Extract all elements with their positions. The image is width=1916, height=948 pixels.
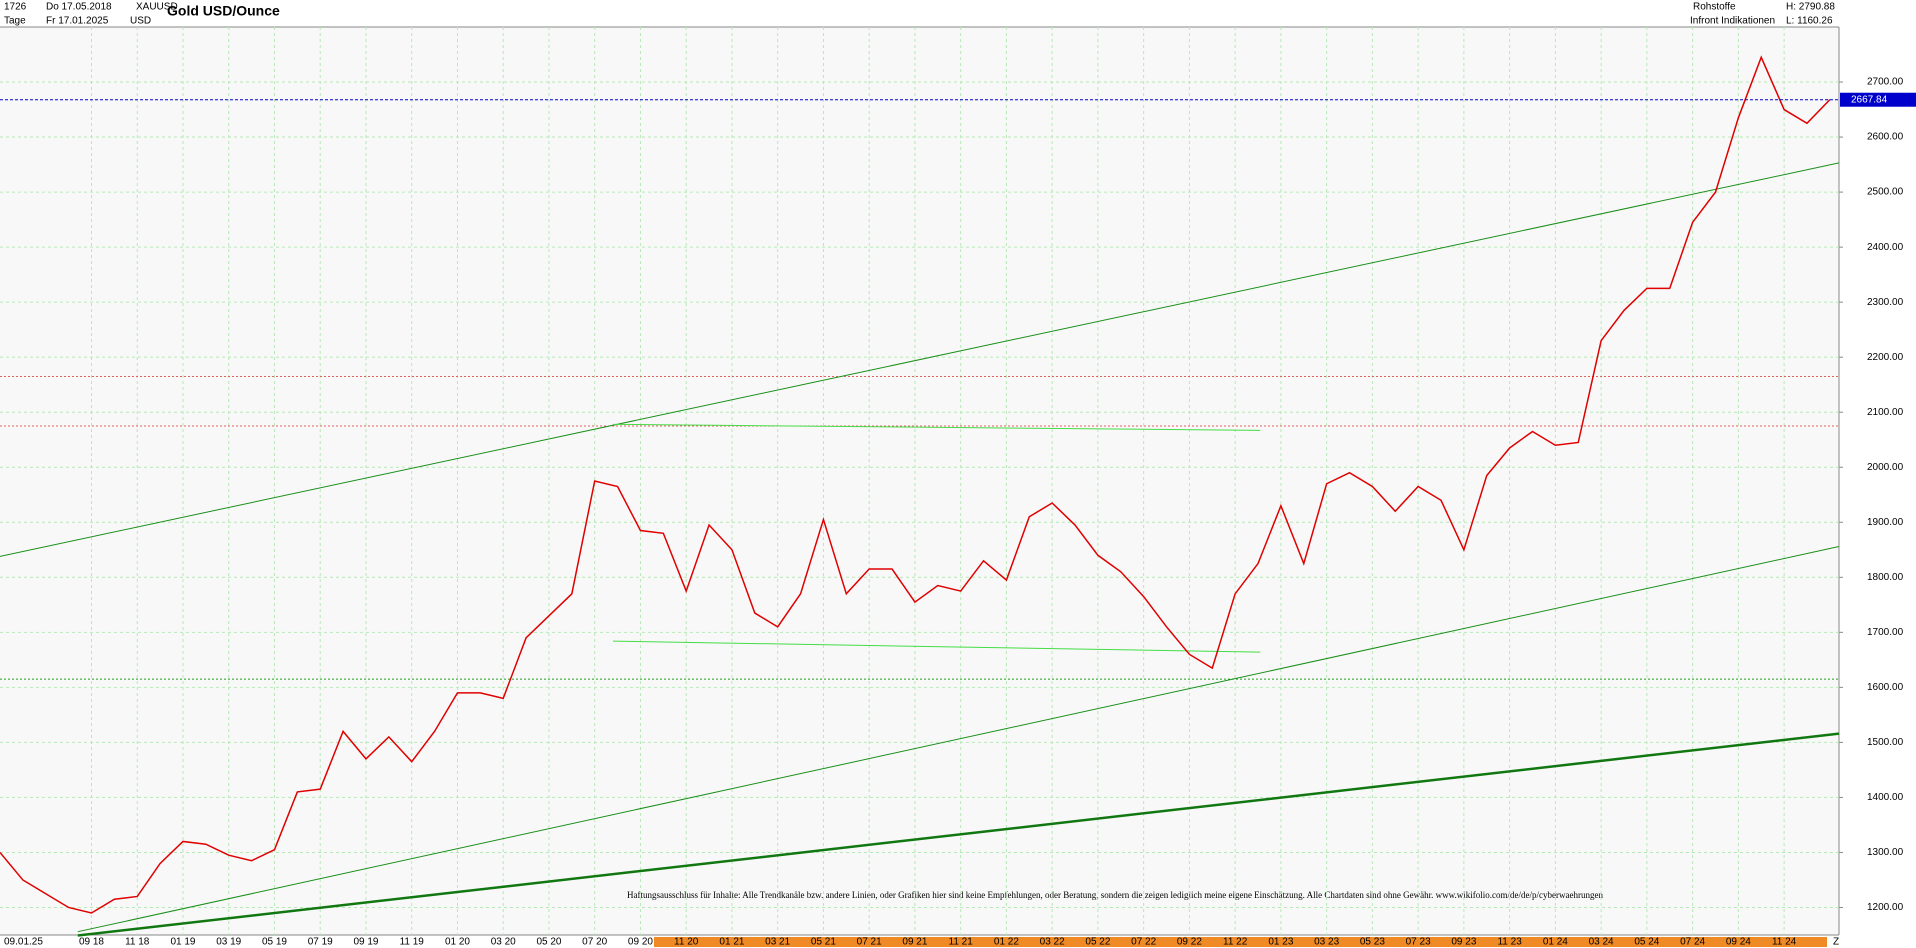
cursor-date: 09.01.25 bbox=[4, 937, 43, 948]
trend-line bbox=[0, 162, 1840, 557]
x-tick-label: 05 22 bbox=[1085, 937, 1110, 948]
y-tick-label: 1600.00 bbox=[1867, 682, 1904, 693]
x-tick-label: 09 24 bbox=[1726, 937, 1751, 948]
start-date: Do 17.05.2018 bbox=[46, 2, 112, 13]
y-tick-label: 1700.00 bbox=[1867, 627, 1904, 638]
y-tick-label: 1400.00 bbox=[1867, 792, 1904, 803]
end-date: Fr 17.01.2025 bbox=[46, 16, 109, 27]
y-tick-label: 2700.00 bbox=[1867, 77, 1904, 88]
x-tick-label: 01 20 bbox=[445, 937, 470, 948]
x-tick-label: 07 21 bbox=[857, 937, 882, 948]
y-tick-label: 1800.00 bbox=[1867, 572, 1904, 583]
low: L: 1160.26 bbox=[1786, 16, 1833, 27]
symbol: XAUUSD bbox=[136, 2, 178, 13]
trend-line bbox=[612, 423, 1261, 431]
y-tick-label: 1300.00 bbox=[1867, 847, 1904, 858]
y-tick-label: 2600.00 bbox=[1867, 132, 1904, 143]
x-tick-label: 05 20 bbox=[536, 937, 561, 948]
x-tick-label: 01 21 bbox=[719, 937, 744, 948]
x-tick-label: 11 18 bbox=[125, 937, 150, 948]
x-tick-label: 11 23 bbox=[1497, 937, 1522, 948]
last-price-label: 2667.84 bbox=[1851, 94, 1888, 105]
time-bar bbox=[654, 937, 1827, 947]
x-tick-label: 09 18 bbox=[79, 937, 104, 948]
x-tick-label: 09 20 bbox=[628, 937, 653, 948]
x-tick-label: 05 23 bbox=[1360, 937, 1385, 948]
plot-area bbox=[0, 27, 1839, 935]
x-tick-label: 05 21 bbox=[811, 937, 836, 948]
x-tick-label: 11 19 bbox=[400, 937, 425, 948]
x-tick-label: 03 22 bbox=[1040, 937, 1065, 948]
high: H: 2790.88 bbox=[1786, 2, 1835, 13]
disclaimer: Haftungsausschluss für Inhalte: Alle Tre… bbox=[627, 890, 1604, 900]
trend-line bbox=[77, 545, 1840, 933]
x-tick-label: 03 21 bbox=[765, 937, 790, 948]
y-tick-label: 2300.00 bbox=[1867, 297, 1904, 308]
y-tick-label: 2400.00 bbox=[1867, 242, 1904, 253]
x-tick-label: 01 22 bbox=[994, 937, 1019, 948]
last-price-box bbox=[1840, 92, 1916, 107]
x-tick-label: 11 22 bbox=[1223, 937, 1248, 948]
x-tick-label: 05 19 bbox=[262, 937, 287, 948]
x-tick-label: 09 19 bbox=[353, 937, 378, 948]
x-tick-label: 09 23 bbox=[1451, 937, 1476, 948]
group: Rohstoffe bbox=[1693, 2, 1736, 13]
y-tick-label: 2000.00 bbox=[1867, 462, 1904, 473]
price-line bbox=[0, 55, 1831, 914]
x-tick-label: 01 24 bbox=[1543, 937, 1568, 948]
source: Infront Indikationen bbox=[1690, 16, 1775, 27]
x-tick-label: 01 19 bbox=[170, 937, 195, 948]
x-tick-label: 09 22 bbox=[1177, 937, 1202, 948]
x-tick-label: 03 23 bbox=[1314, 937, 1339, 948]
trend-line bbox=[612, 640, 1261, 653]
x-tick-label: 07 24 bbox=[1680, 937, 1705, 948]
x-tick-label: 07 20 bbox=[582, 937, 607, 948]
x-tick-label: 07 23 bbox=[1406, 937, 1431, 948]
y-tick-label: 1500.00 bbox=[1867, 737, 1904, 748]
x-tick-label: 03 20 bbox=[491, 937, 516, 948]
x-tick-label: 03 19 bbox=[216, 937, 241, 948]
y-tick-label: 1900.00 bbox=[1867, 517, 1904, 528]
y-tick-label: 2100.00 bbox=[1867, 407, 1904, 418]
x-tick-label: 11 24 bbox=[1772, 937, 1797, 948]
currency: USD bbox=[130, 16, 151, 27]
y-tick-label: 1200.00 bbox=[1867, 902, 1904, 913]
count: 1726 bbox=[4, 2, 27, 13]
trend-line bbox=[77, 732, 1840, 937]
x-tick-label: 07 19 bbox=[308, 937, 333, 948]
x-tick-label: 07 22 bbox=[1131, 937, 1156, 948]
corner: Z bbox=[1833, 937, 1839, 948]
x-tick-label: 03 24 bbox=[1589, 937, 1614, 948]
x-tick-label: 11 21 bbox=[949, 937, 974, 948]
period: Tage bbox=[4, 16, 26, 27]
x-tick-label: 01 23 bbox=[1268, 937, 1293, 948]
x-tick-label: 09 21 bbox=[902, 937, 927, 948]
chart-title: Gold USD/Ounce bbox=[167, 3, 280, 19]
x-tick-label: 05 24 bbox=[1634, 937, 1659, 948]
x-tick-label: 11 20 bbox=[674, 937, 699, 948]
y-tick-label: 2500.00 bbox=[1867, 187, 1904, 198]
y-tick-label: 2200.00 bbox=[1867, 352, 1904, 363]
